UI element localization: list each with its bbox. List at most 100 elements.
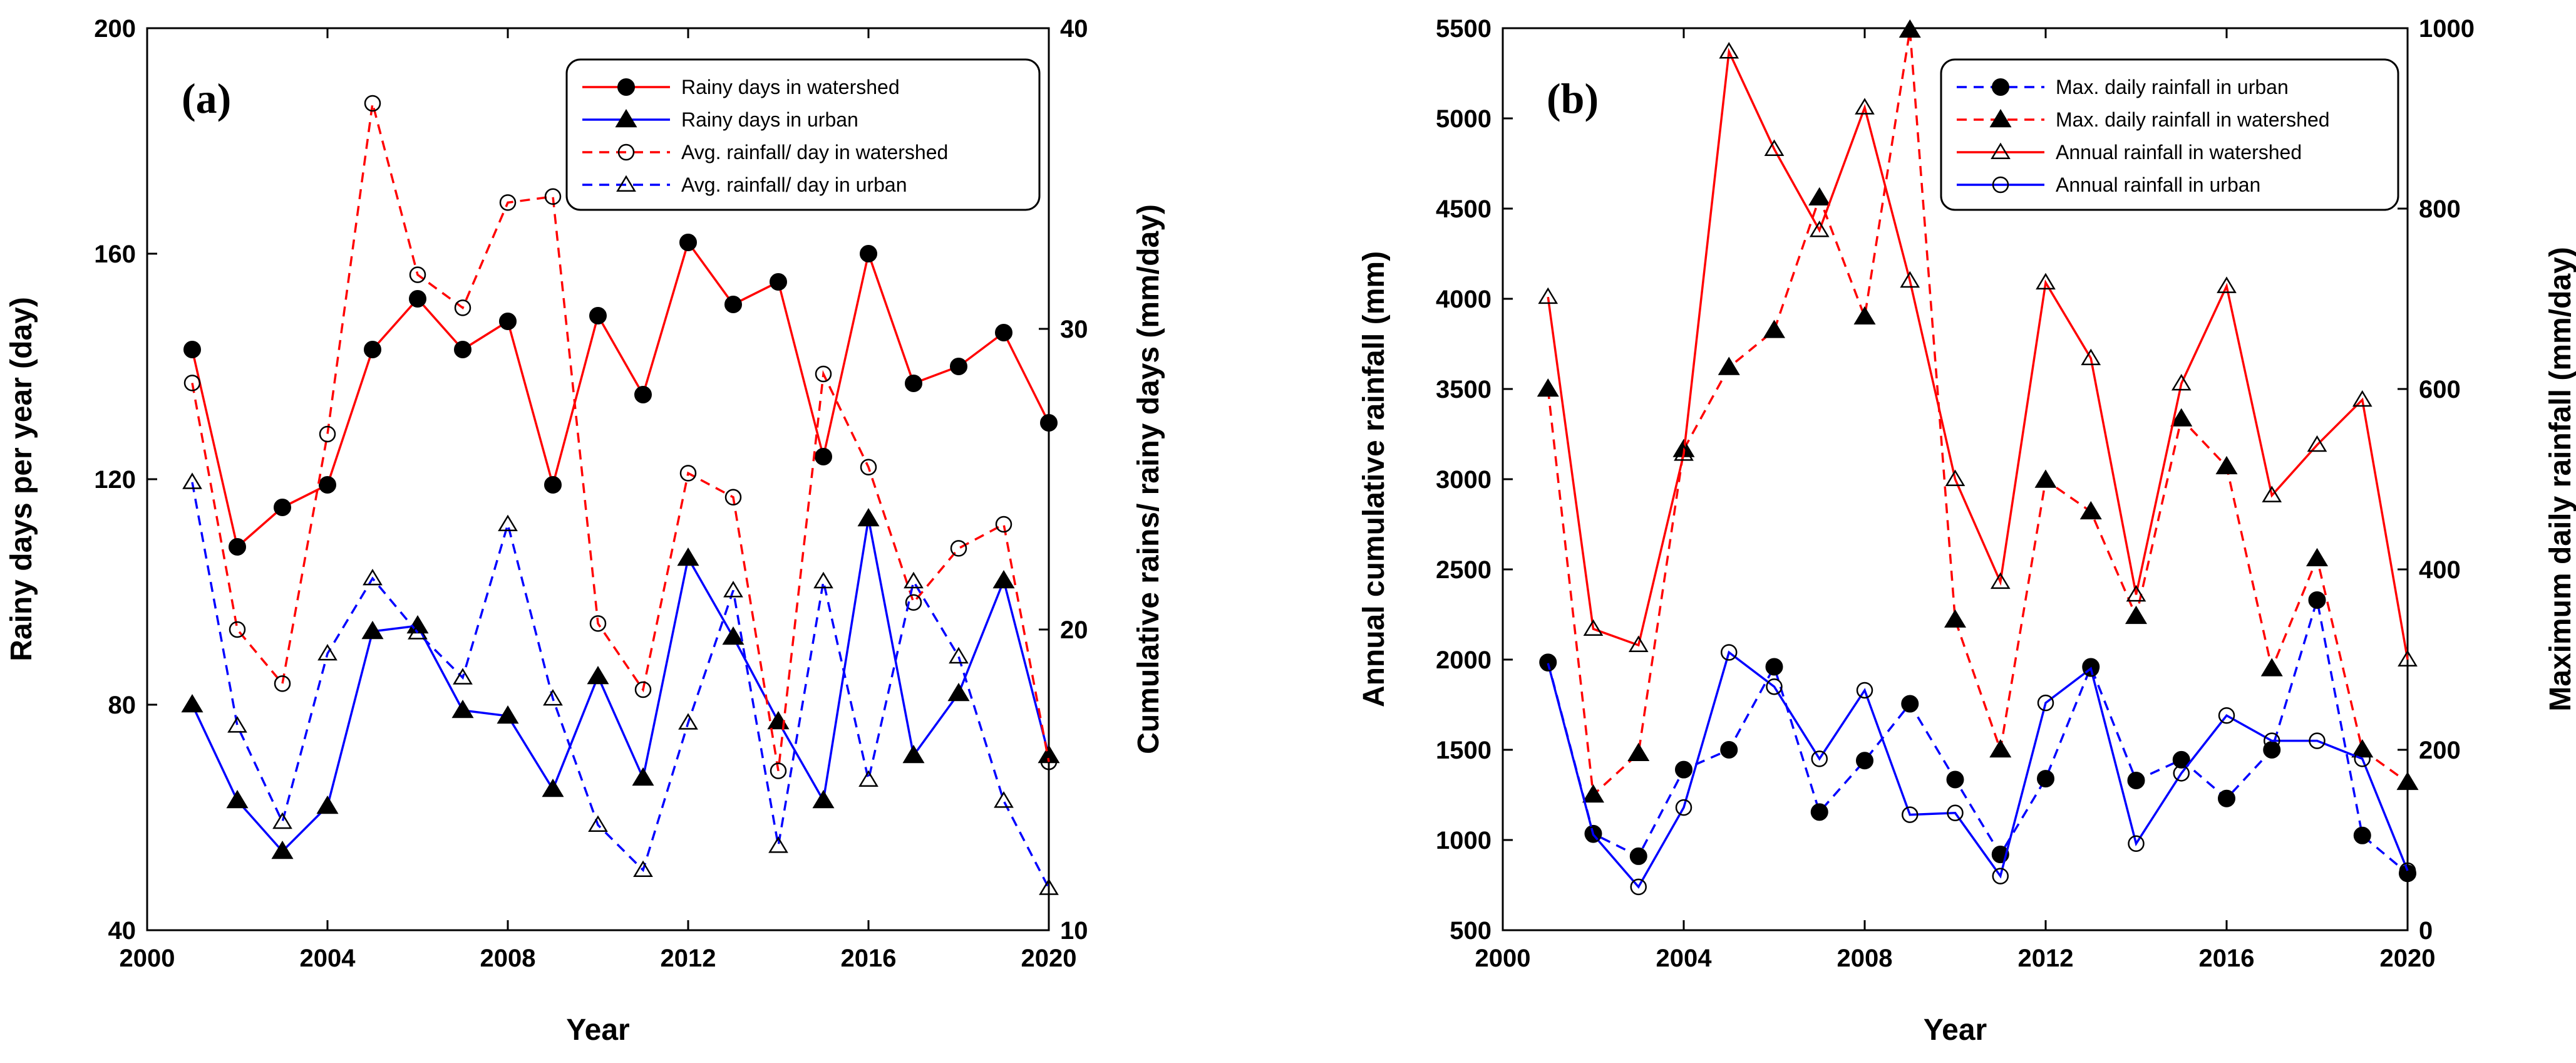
data-point [544,188,562,205]
data-point [1810,803,1828,821]
data-point [2215,455,2238,475]
data-point [1765,658,1783,676]
data-point [1947,804,1964,822]
data-point [2127,771,2145,789]
data-point [634,386,652,403]
series-line [1547,48,2409,660]
data-point [813,571,833,589]
y-left-tick-label: 4000 [1436,286,1492,313]
legend-marker [616,175,636,192]
data-point [767,711,790,730]
data-point [812,790,835,809]
data-point [319,425,336,443]
x-tick-label: 2012 [2018,945,2074,972]
y-left-tick-label: 5500 [1436,15,1492,43]
data-point [2036,272,2056,290]
series-4 [182,472,1059,895]
data-point [274,499,291,516]
legend-marker [1992,176,2009,194]
data-point [860,459,877,476]
data-point [2217,276,2237,293]
data-point [724,489,742,506]
y-left-tick-label: 80 [108,692,137,719]
data-point [2083,660,2099,677]
y-left-tick-label: 3000 [1436,466,1492,494]
data-point [453,668,473,685]
y-left-axis-title: Rainy days per year (day) [5,297,38,661]
data-point [1855,98,1875,115]
data-point [902,745,925,764]
data-point [364,341,381,358]
data-point [1853,306,1876,325]
series-1 [1539,591,2416,883]
y-left-tick-label: 2000 [1436,646,1492,674]
data-point [2306,547,2329,566]
data-point [229,538,246,556]
data-point [1629,847,1647,865]
data-point [2307,435,2327,452]
data-point [543,688,563,706]
data-point [1856,752,1873,770]
data-point [632,767,654,786]
data-point [1766,678,1783,695]
series-2 [1537,19,2419,803]
data-point [2081,348,2101,366]
y-left-tick-label: 4500 [1436,195,1492,223]
data-point [1718,356,1740,375]
data-point [589,615,607,632]
data-point [272,812,292,829]
panel-b: 2000 2004 2008 2012 2016 20205001000150020002… [1358,15,2576,1047]
data-point [182,472,202,489]
legend-label: Annual rainfall in watershed [2056,141,2302,163]
data-point [2396,771,2419,791]
y-right-tick-label: 400 [2419,556,2461,584]
data-point [1040,753,1058,770]
data-point [679,234,697,251]
data-point [1944,609,1967,628]
legend-label: Avg. rainfall/ day in urban [681,174,907,196]
data-point [992,570,1015,589]
legend-label: Max. daily rainfall in urban [2056,76,2289,98]
y-left-tick-label: 3500 [1436,376,1492,403]
data-point [409,290,426,308]
data-point [274,675,291,692]
data-point [860,245,877,262]
data-point [1899,19,1921,38]
data-point [994,791,1014,808]
series-line [191,518,1050,853]
data-point [634,681,652,698]
data-point [1763,319,1786,338]
data-point [1811,750,1828,767]
data-point [317,643,337,661]
series-1 [183,234,1058,556]
data-point [2170,408,2193,427]
data-point [2034,469,2057,488]
data-point [588,815,608,832]
data-point [1720,741,1738,759]
y-left-tick-label: 120 [94,466,136,494]
data-point [2308,591,2326,609]
series-line [1547,29,2409,797]
data-point [499,313,517,330]
y-left-tick-label: 2500 [1436,556,1492,584]
data-point [409,266,426,283]
data-point [364,95,381,112]
data-point [1540,655,1557,672]
data-point [678,713,698,730]
data-point [454,299,471,316]
y-left-tick-label: 1500 [1436,737,1492,764]
data-point [2172,750,2190,769]
x-tick-label: 2000 [120,945,175,972]
panel-label: (b) [1547,75,1599,122]
data-point [498,514,518,531]
data-point [1675,799,1692,816]
data-point [271,841,294,859]
legend-label: Max. daily rainfall in watershed [2056,108,2330,131]
y-right-tick-label: 10 [1060,917,1088,945]
legend-marker [1989,109,2012,128]
data-point [2128,835,2145,853]
legend-marker [615,109,637,128]
data-point [227,716,247,733]
x-tick-label: 2008 [480,945,536,972]
